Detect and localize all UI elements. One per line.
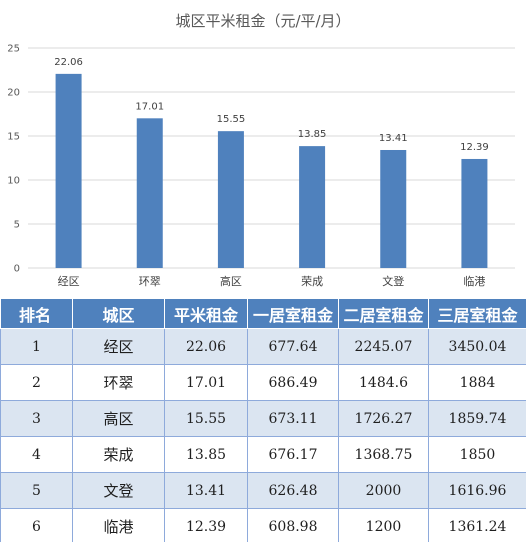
header-district: 城区 [72, 298, 165, 329]
header-rank: 排名 [0, 298, 73, 329]
bar [380, 149, 407, 268]
header-three-bedroom-rent: 三居室租金 [428, 298, 526, 329]
bar [217, 131, 244, 268]
header-sqm-rent: 平米租金 [164, 298, 248, 329]
y-tick-label: 0 [14, 264, 20, 275]
sqm-rent-cell: 13.85 [164, 436, 248, 473]
sqm-rent-cell: 22.06 [164, 328, 248, 365]
bar [461, 158, 488, 268]
y-tick-label: 15 [7, 132, 20, 143]
district-cell: 高区 [72, 400, 165, 437]
chart-svg: 城区平米租金（元/平/月） 0 5 10 15 20 25 22.06 17.01 15.55… [7, 12, 515, 288]
data-labels: 22.06 17.01 15.55 13.85 13.41 12.39 [54, 57, 488, 153]
y-tick-label: 10 [7, 176, 20, 187]
bar [55, 73, 82, 268]
one-bedroom-rent-cell: 626.48 [247, 472, 339, 509]
y-tick-label: 5 [14, 220, 20, 231]
rent-bar-chart: 城区平米租金（元/平/月） 0 5 10 15 20 25 22.06 17.01 15.55… [7, 12, 515, 288]
bar [136, 118, 163, 268]
rank-cell: 3 [0, 400, 73, 437]
data-label: 15.55 [217, 114, 246, 125]
three-bedroom-rent-cell: 1850 [428, 436, 526, 473]
y-tick-label: 25 [7, 44, 20, 55]
table-row: 5 文登 13.41 626.48 2000 1616.96 [0, 472, 526, 509]
one-bedroom-rent-cell: 676.17 [247, 436, 339, 473]
sqm-rent-cell: 17.01 [164, 364, 248, 401]
one-bedroom-rent-cell: 677.64 [247, 328, 339, 365]
data-label: 12.39 [460, 142, 489, 153]
rank-cell: 4 [0, 436, 73, 473]
rank-cell: 6 [0, 508, 73, 542]
x-tick-label: 环翠 [139, 275, 161, 288]
x-tick-label: 经区 [58, 275, 80, 288]
rank-cell: 5 [0, 472, 73, 509]
table-header-row: 排名 城区 平米租金 一居室租金 二居室租金 三居室租金 [0, 298, 526, 329]
table-row: 3 高区 15.55 673.11 1726.27 1859.74 [0, 400, 526, 437]
x-tick-label: 临港 [463, 274, 485, 288]
three-bedroom-rent-cell: 1884 [428, 364, 526, 401]
rank-cell: 1 [0, 328, 73, 365]
district-cell: 文登 [72, 472, 165, 509]
one-bedroom-rent-cell: 608.98 [247, 508, 339, 542]
three-bedroom-rent-cell: 1616.96 [428, 472, 526, 509]
bar [299, 146, 326, 268]
two-bedroom-rent-cell: 1484.6 [338, 364, 429, 401]
table-row: 1 经区 22.06 677.64 2245.07 3450.04 [0, 328, 526, 365]
rent-table-container: 排名 城区 平米租金 一居室租金 二居室租金 三居室租金 1 经区 22.06 … [0, 298, 526, 542]
bars [55, 73, 488, 268]
x-tick-label: 荣成 [301, 275, 323, 288]
two-bedroom-rent-cell: 1726.27 [338, 400, 429, 437]
x-tick-label: 高区 [220, 274, 242, 288]
district-cell: 临港 [72, 508, 165, 542]
two-bedroom-rent-cell: 2245.07 [338, 328, 429, 365]
gridlines [28, 47, 515, 269]
sqm-rent-cell: 12.39 [164, 508, 248, 542]
data-label: 17.01 [135, 101, 164, 112]
sqm-rent-cell: 13.41 [164, 472, 248, 509]
y-axis: 0 5 10 15 20 25 [7, 44, 20, 275]
header-one-bedroom-rent: 一居室租金 [247, 298, 339, 329]
table-row: 2 环翠 17.01 686.49 1484.6 1884 [0, 364, 526, 401]
two-bedroom-rent-cell: 2000 [338, 472, 429, 509]
x-axis: 经区 环翠 高区 荣成 文登 临港 [58, 274, 486, 288]
one-bedroom-rent-cell: 673.11 [247, 400, 339, 437]
sqm-rent-cell: 15.55 [164, 400, 248, 437]
data-label: 13.41 [379, 133, 408, 144]
data-label: 13.85 [298, 129, 327, 140]
district-cell: 荣成 [72, 436, 165, 473]
rent-table: 排名 城区 平米租金 一居室租金 二居室租金 三居室租金 1 经区 22.06 … [0, 298, 526, 542]
two-bedroom-rent-cell: 1200 [338, 508, 429, 542]
three-bedroom-rent-cell: 1361.24 [428, 508, 526, 542]
three-bedroom-rent-cell: 1859.74 [428, 400, 526, 437]
district-cell: 经区 [72, 328, 165, 365]
table-row: 4 荣成 13.85 676.17 1368.75 1850 [0, 436, 526, 473]
district-cell: 环翠 [72, 364, 165, 401]
data-label: 22.06 [54, 57, 83, 68]
rank-cell: 2 [0, 364, 73, 401]
table-row: 6 临港 12.39 608.98 1200 1361.24 [0, 508, 526, 542]
header-two-bedroom-rent: 二居室租金 [338, 298, 429, 329]
y-tick-label: 20 [7, 88, 20, 99]
chart-title: 城区平米租金（元/平/月） [175, 12, 350, 30]
two-bedroom-rent-cell: 1368.75 [338, 436, 429, 473]
three-bedroom-rent-cell: 3450.04 [428, 328, 526, 365]
one-bedroom-rent-cell: 686.49 [247, 364, 339, 401]
x-tick-label: 文登 [382, 274, 404, 288]
